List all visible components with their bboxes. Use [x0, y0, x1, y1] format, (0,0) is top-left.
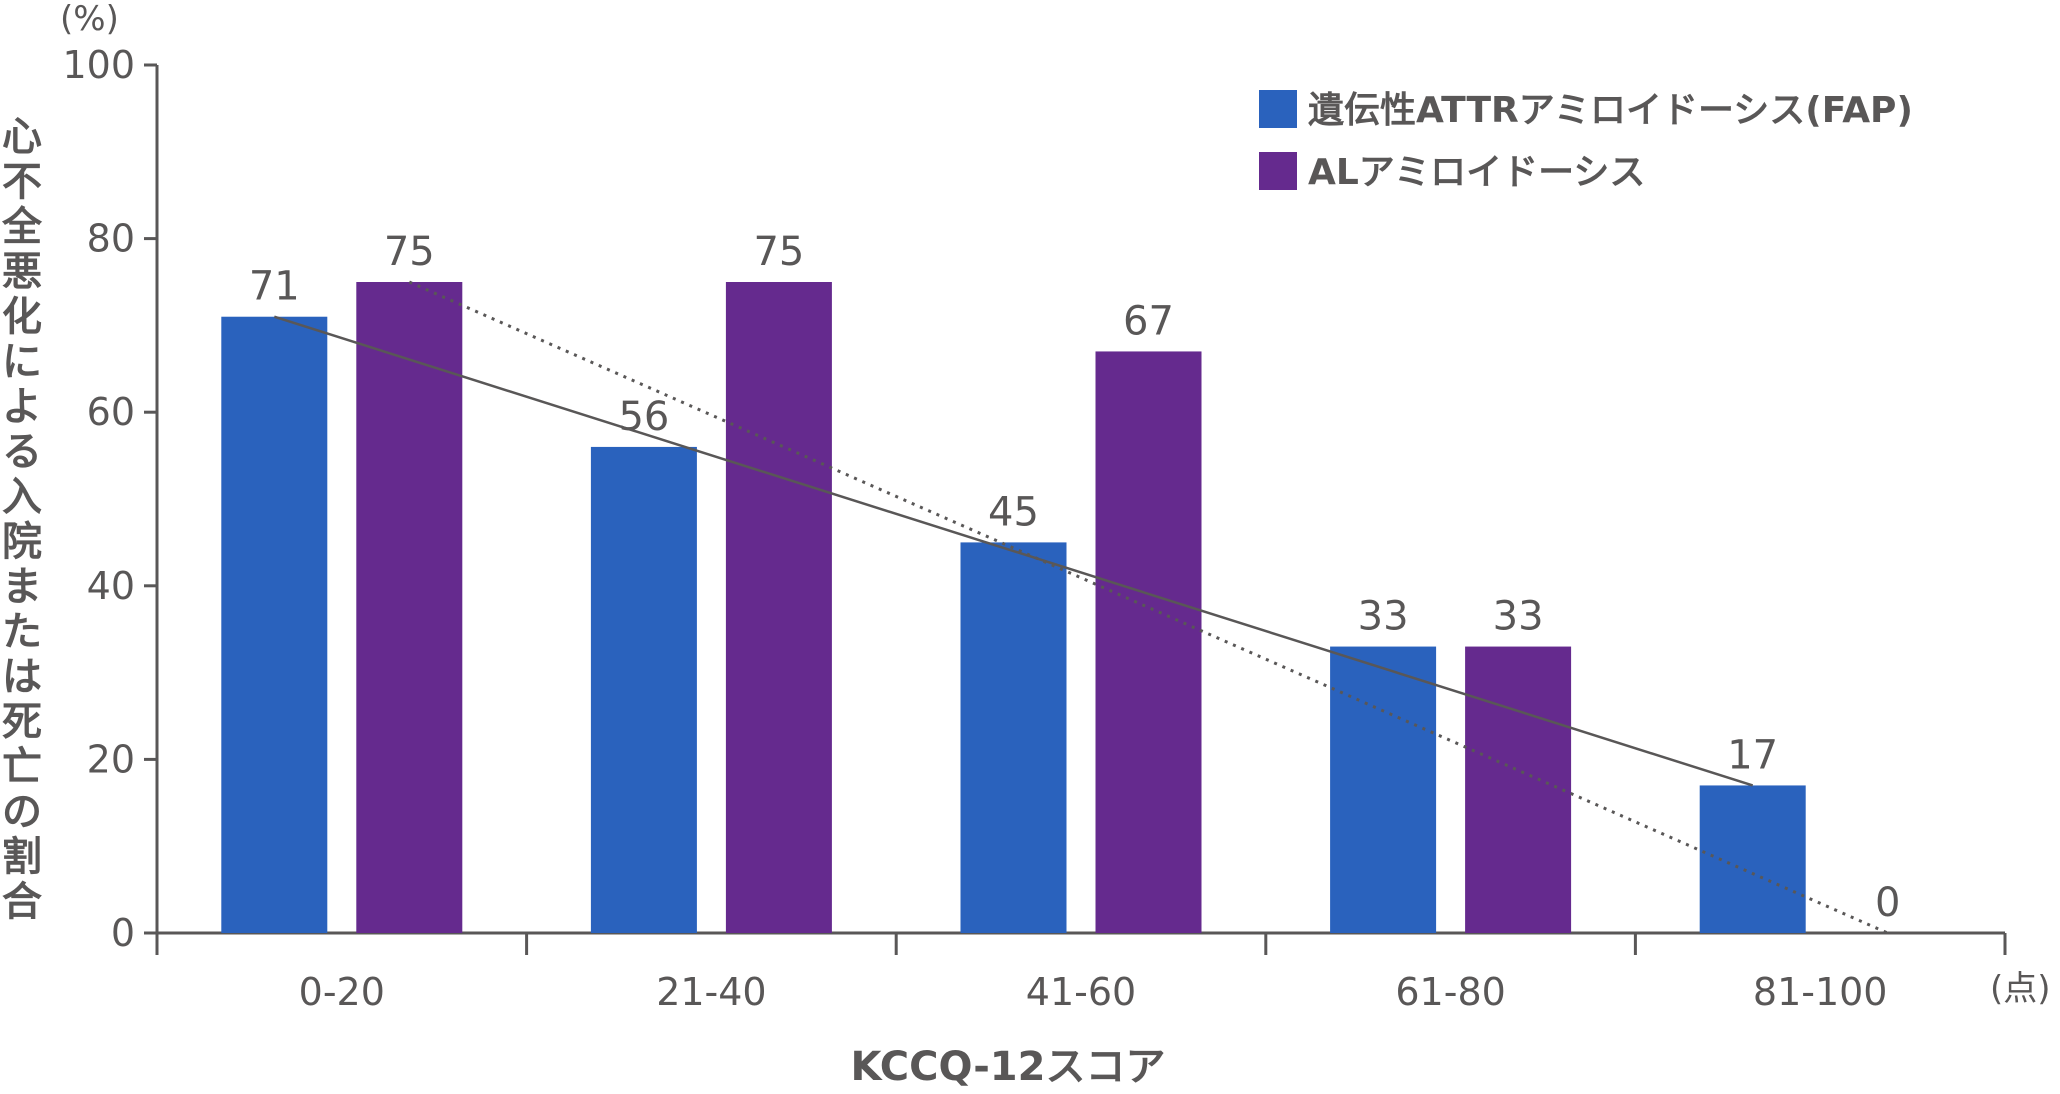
y-tick-label: 20	[87, 737, 135, 781]
data-label: 33	[1493, 594, 1544, 640]
y-tick-label: 80	[87, 217, 135, 261]
bar-attr	[221, 316, 328, 934]
axes: 0 20 40 60 80 100 0-20 21-40 41-60 61-80 81-100	[62, 43, 2007, 1014]
y-axis-title-char: 化	[2, 294, 42, 340]
data-label: 0	[1875, 880, 1900, 926]
y-axis-title-char: 入	[2, 474, 42, 520]
bars	[221, 282, 1806, 934]
y-axis-title-char: 亡	[2, 744, 42, 790]
legend: 遺伝性ATTRアミロイドーシス(FAP) ALアミロイドーシス	[1259, 90, 1913, 193]
bar-al	[1095, 351, 1202, 933]
y-tick-label: 60	[87, 390, 135, 434]
y-axis-title-char: は	[2, 654, 42, 700]
x-tick-label: 0-20	[299, 970, 385, 1014]
y-axis-title-char: 合	[2, 879, 42, 925]
legend-swatch-attr	[1259, 90, 1297, 128]
bar-attr	[1699, 785, 1806, 933]
y-tick-label: 100	[62, 43, 135, 87]
data-labels: 71 56 45 33 17 75 75 67 33 0	[249, 229, 1901, 926]
legend-label-al: ALアミロイドーシス	[1308, 152, 1645, 193]
bar-attr	[590, 446, 697, 933]
bar-attr	[960, 542, 1067, 933]
bar-al	[725, 282, 832, 933]
y-axis-title-char: よ	[2, 384, 42, 430]
data-label: 17	[1727, 732, 1778, 778]
x-tick-label: 61-80	[1395, 970, 1505, 1014]
y-axis-title-char: 割	[2, 834, 42, 880]
legend-label-attr: 遺伝性ATTRアミロイドーシス(FAP)	[1308, 90, 1913, 131]
trendlines	[273, 280, 1889, 935]
y-axis-unit: (%)	[60, 0, 119, 39]
y-axis-title-char: ま	[2, 564, 42, 610]
y-axis-title-char: 不	[2, 159, 42, 205]
data-label: 67	[1123, 298, 1174, 344]
x-axis-unit: (点)	[1990, 969, 2051, 1009]
y-axis-title-char: の	[2, 789, 42, 835]
y-axis-title-char: る	[2, 429, 42, 475]
y-axis-title-char: 悪	[2, 249, 42, 295]
y-axis-title-char: た	[2, 609, 42, 655]
y-axis-title-char: 死	[2, 699, 42, 745]
x-axis-title: KCCQ-12スコア	[851, 1044, 1166, 1089]
x-tick-label: 41-60	[1026, 970, 1136, 1014]
y-tick-label: 40	[87, 564, 135, 608]
data-label: 75	[384, 229, 435, 275]
bar-al	[356, 282, 463, 933]
data-label: 71	[249, 264, 300, 310]
x-tick-label: 21-40	[656, 970, 766, 1014]
bar-attr	[1330, 646, 1437, 933]
x-tick-label: 81-100	[1753, 970, 1888, 1014]
data-label: 45	[988, 489, 1039, 535]
trendline-attr	[273, 315, 1754, 787]
data-label: 33	[1358, 594, 1409, 640]
y-axis-title-char: 院	[2, 519, 42, 565]
data-label: 56	[618, 394, 669, 440]
y-axis-title-char: 心	[2, 114, 42, 160]
bar-al	[1465, 646, 1572, 933]
y-axis-title-char: に	[2, 339, 42, 385]
legend-swatch-al	[1259, 152, 1297, 190]
y-tick-label: 0	[111, 911, 135, 955]
y-axis-title-char: 全	[1, 204, 43, 250]
data-label: 75	[753, 229, 804, 275]
